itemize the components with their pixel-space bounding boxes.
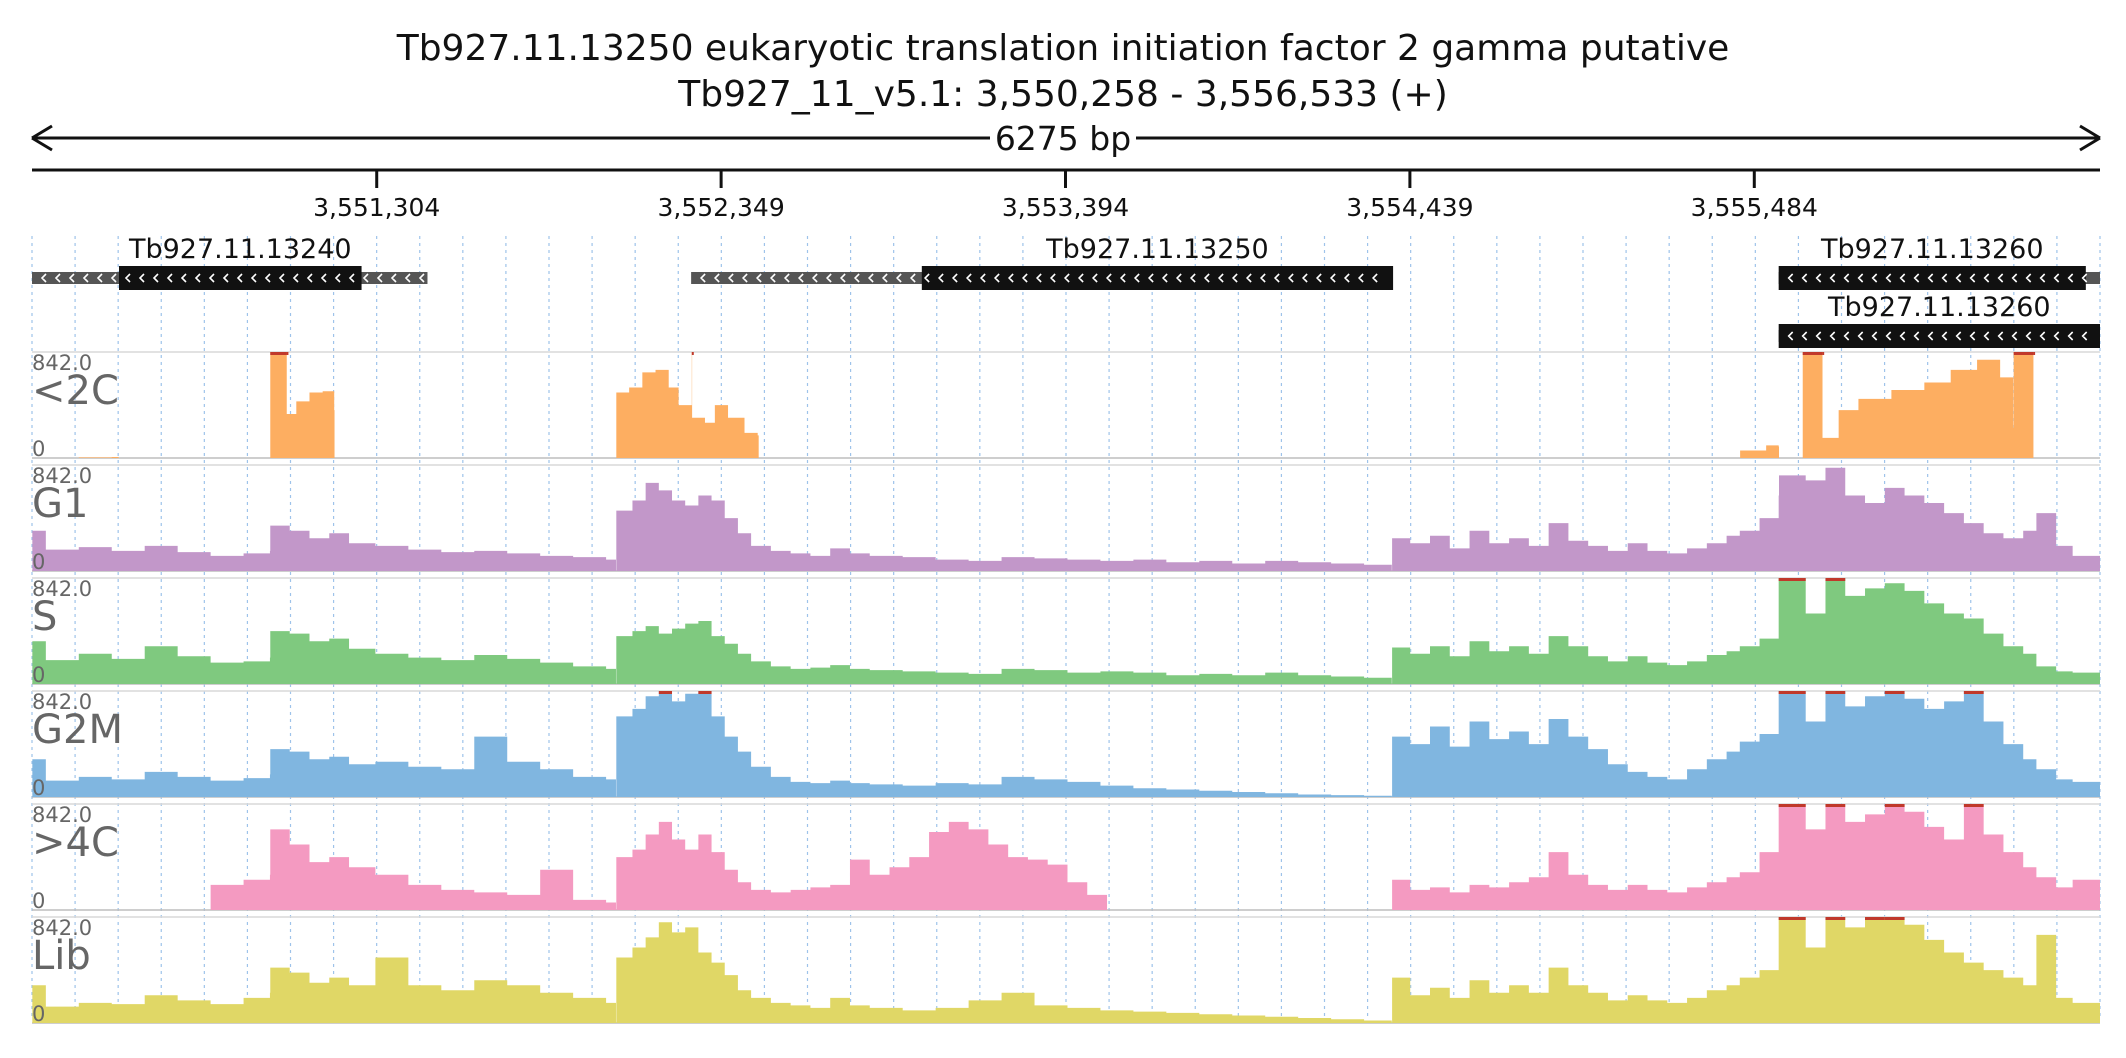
scale-min-label: 0 [32, 663, 45, 687]
x-tick-label: 3,551,304 [313, 193, 440, 222]
scale-max-label: 842.0 [32, 577, 92, 601]
coverage-area [1739, 445, 1803, 458]
scale-min-label: 0 [32, 1002, 45, 1026]
scale-min-label: 0 [32, 889, 45, 913]
coverage-track: 842.0 0 G1 [32, 464, 2100, 574]
length-ruler: 6275 bp [31, 119, 2101, 158]
coverage-area [32, 631, 616, 684]
clip-marker [1779, 804, 1806, 807]
x-tick-label: 3,555,484 [1691, 193, 1818, 222]
coverage-track: 842.0 0 S [32, 577, 2100, 687]
coverage-track: 842.0 0 G2M [32, 690, 2100, 800]
left-arrow-icon [31, 124, 53, 152]
clip-marker [698, 691, 712, 694]
clip-marker [1825, 804, 1846, 807]
coverage-track: 842.0 0 <2C [32, 351, 2100, 461]
x-tick-label: 3,552,349 [657, 193, 784, 222]
gene-annotation-track: Tb927.11.13240 Tb927.11.13250 Tb927.11.132… [32, 234, 2100, 348]
coverage-area [615, 922, 1392, 1023]
scale-min-label: 0 [32, 437, 45, 461]
track-name: G2M [32, 707, 123, 753]
coverage-area [1391, 467, 2100, 571]
strand-arrow-icon [1787, 273, 2088, 283]
clip-marker [1825, 917, 1846, 920]
coverage-area [1391, 917, 2100, 1023]
coverage-area [32, 957, 616, 1023]
clip-marker [2033, 352, 2036, 355]
clip-marker [1884, 691, 1905, 694]
gene-cds [1778, 324, 2100, 348]
gene-label: Tb927.11.13240 [128, 234, 352, 265]
clip-marker [1884, 917, 1905, 920]
gene-label: Tb927.11.13260 [1820, 234, 2044, 265]
strand-arrow-icon [1787, 331, 2088, 341]
clip-marker [691, 352, 694, 355]
coverage-area [32, 456, 119, 458]
strand-arrow-icon [40, 273, 425, 283]
track-name: >4C [32, 820, 119, 866]
chart-subtitle: Tb927_11_v5.1: 3,550,258 - 3,556,533 (+) [677, 74, 1448, 115]
clip-marker [1963, 691, 1984, 694]
clip-marker [1884, 804, 1905, 807]
clip-marker [658, 691, 673, 694]
clip-marker [2013, 352, 2034, 355]
right-arrow-icon [2079, 124, 2101, 152]
clip-marker [1822, 352, 1825, 355]
coverage-area [615, 691, 1392, 797]
scale-max-label: 842.0 [32, 464, 92, 488]
clip-marker [1802, 352, 1823, 355]
strand-arrow-icon [699, 273, 1378, 283]
coverage-area [1391, 578, 2100, 684]
grid-lines [31, 236, 2101, 1020]
x-tick-label: 3,554,439 [1346, 193, 1473, 222]
coverage-area [615, 821, 1108, 910]
scale-max-label: 842.0 [32, 916, 92, 940]
track-name: G1 [32, 481, 88, 527]
clip-marker [286, 352, 289, 355]
clip-marker [1779, 578, 1806, 581]
coverage-area [1391, 804, 2100, 910]
coverage-area [269, 352, 335, 458]
coverage-area [1802, 352, 2034, 458]
coverage-track: 842.0 0 Lib [32, 916, 2100, 1026]
length-label: 6275 bp [995, 119, 1131, 158]
clip-marker [1779, 691, 1806, 694]
x-tick-label: 3,553,394 [1002, 193, 1129, 222]
track-name: <2C [32, 368, 119, 414]
coverage-area [615, 352, 759, 458]
scale-max-label: 842.0 [32, 690, 92, 714]
coverage-area [615, 621, 1392, 684]
coverage-area [615, 482, 1392, 571]
coverage-area [32, 829, 616, 910]
track-name: S [32, 594, 57, 640]
coordinate-axis: 3,551,304 3,552,349 3,553,394 3,554,439 3,55… [32, 168, 2100, 222]
track-name: Lib [32, 933, 91, 979]
coverage-area [1391, 691, 2100, 797]
coverage-area [32, 525, 616, 571]
scale-max-label: 842.0 [32, 803, 92, 827]
scale-max-label: 842.0 [32, 351, 92, 375]
gene-label: Tb927.11.13250 [1045, 234, 1269, 265]
gene-cds [921, 266, 1394, 290]
scale-min-label: 0 [32, 776, 45, 800]
clip-marker [1963, 804, 1984, 807]
coverage-track: 842.0 0 >4C [32, 803, 2100, 913]
clip-marker [270, 352, 287, 355]
coverage-area [32, 736, 616, 797]
clip-marker [1779, 917, 1806, 920]
gene-label: Tb927.11.13260 [1827, 292, 2051, 323]
coverage-tracks: 842.00<2C842.00G1842.00S842.00G2M842.00>… [32, 351, 2100, 1026]
gene-cds [119, 266, 362, 290]
clip-marker [1825, 578, 1846, 581]
clip-marker [1865, 917, 1885, 920]
chart-title: Tb927.11.13250 eukaryotic translation in… [396, 28, 1730, 69]
scale-min-label: 0 [32, 550, 45, 574]
clip-marker [1825, 691, 1846, 694]
